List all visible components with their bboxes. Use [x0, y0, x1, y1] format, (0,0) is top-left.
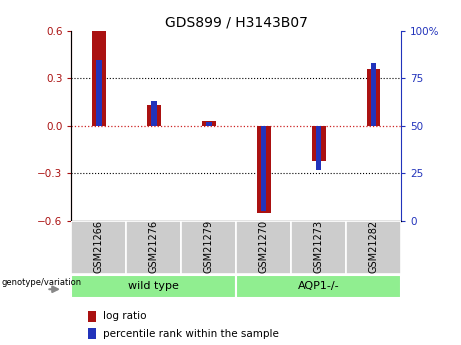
Bar — [371, 63, 376, 126]
Text: wild type: wild type — [129, 282, 179, 291]
Title: GDS899 / H3143B07: GDS899 / H3143B07 — [165, 16, 307, 30]
Bar — [291, 221, 346, 274]
Bar — [202, 121, 216, 126]
Bar — [71, 221, 126, 274]
Text: GSM21276: GSM21276 — [149, 220, 159, 273]
Text: AQP1-/-: AQP1-/- — [298, 282, 339, 291]
Bar — [236, 275, 401, 298]
Bar — [346, 221, 401, 274]
Text: percentile rank within the sample: percentile rank within the sample — [103, 329, 278, 338]
Bar — [92, 31, 106, 126]
Text: GSM21273: GSM21273 — [313, 220, 324, 273]
Text: genotype/variation: genotype/variation — [1, 278, 82, 287]
Bar — [126, 221, 181, 274]
Text: GSM21266: GSM21266 — [94, 220, 104, 273]
Bar — [367, 69, 380, 126]
Text: log ratio: log ratio — [103, 312, 146, 321]
Bar — [181, 221, 236, 274]
Bar — [261, 126, 266, 211]
Bar — [316, 126, 321, 169]
Bar — [71, 275, 236, 298]
Text: GSM21270: GSM21270 — [259, 220, 269, 273]
Bar — [206, 122, 212, 126]
Bar — [151, 101, 157, 126]
Bar — [312, 126, 325, 161]
Bar — [236, 221, 291, 274]
Text: GSM21279: GSM21279 — [204, 220, 214, 273]
Bar — [147, 105, 161, 126]
Text: GSM21282: GSM21282 — [369, 220, 378, 273]
Bar — [257, 126, 271, 213]
Bar — [88, 328, 96, 339]
Bar — [96, 60, 102, 126]
Bar — [88, 311, 96, 322]
